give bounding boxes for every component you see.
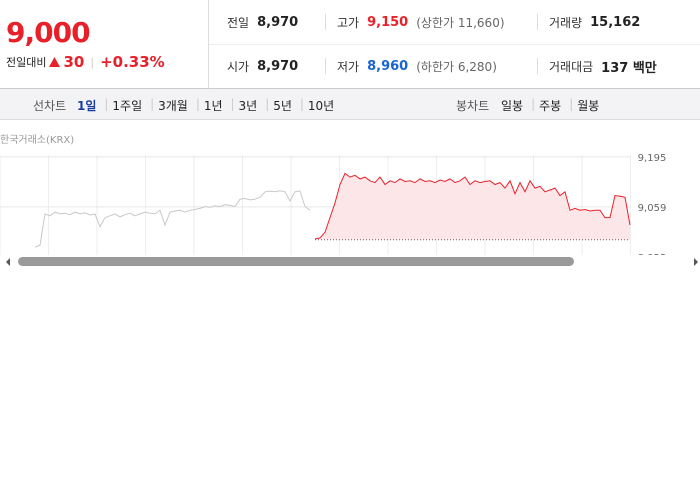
tab-label: 봉차트 [456, 99, 490, 113]
change: 전일대비 30 | +0.33% [6, 53, 165, 71]
stat-label: 전일 [227, 15, 250, 30]
change-label: 전일대비 [6, 56, 47, 69]
tab[interactable]: 1년 [203, 99, 223, 113]
quote-panel: 9,000 전일대비 30 | +0.33% [0, 0, 209, 89]
stat-value: 15,162 [590, 14, 641, 30]
tab[interactable]: 3개월 [158, 99, 188, 113]
stat-label: 고가 [337, 15, 360, 30]
stat: 전일 8,970 [227, 14, 298, 31]
stat-label: 시가 [227, 59, 250, 74]
separator: | [230, 97, 235, 111]
source: 한국거래소(KRX) [0, 135, 75, 146]
tab[interactable]: 1일 [77, 99, 97, 113]
stat: 거래대금 137 백만 [549, 57, 657, 76]
stat-note: (상한가 11,660) [416, 15, 505, 30]
separator: | [265, 97, 270, 111]
separator: | [299, 97, 304, 111]
y-tick-label: 9,195 [638, 153, 667, 164]
separator: | [569, 97, 574, 111]
stat-value: 8,970 [257, 58, 299, 74]
tab[interactable]: 5년 [273, 99, 292, 113]
tab[interactable]: 일봉 [501, 99, 524, 113]
y-tick-label: 9,059 [638, 203, 667, 214]
separator: | [195, 97, 200, 111]
change-rate: +0.33% [100, 53, 165, 71]
tab[interactable]: 10년 [307, 99, 335, 113]
price: 9,000 [6, 16, 91, 49]
stat-note: (하한가 6,280) [416, 59, 497, 74]
line [34, 190, 311, 248]
divider [537, 58, 538, 74]
divider [325, 58, 326, 74]
stats-row: 전일 8,970 고가 9,150 (상한가 11,660) 거래량 15,162 [209, 0, 700, 45]
divider [537, 14, 538, 30]
separator: | [150, 97, 155, 111]
stat: 거래량 15,162 [549, 14, 640, 31]
stat-label: 저가 [337, 59, 360, 74]
scroll-thumb[interactable] [18, 257, 574, 266]
change-value: 30 [63, 53, 85, 71]
stat-value: 8,970 [257, 14, 299, 30]
tab[interactable]: 3년 [238, 99, 258, 113]
stat: 저가 8,960 (하한가 6,280) [337, 58, 497, 75]
tab-label: 선차트 [33, 99, 67, 113]
up-icon [49, 57, 61, 67]
tab[interactable]: 1주일 [112, 99, 143, 113]
stat: 시가 8,970 [227, 58, 298, 75]
stat-value: 8,960 [367, 58, 409, 74]
scroll-right[interactable] [694, 258, 698, 266]
divider [325, 14, 326, 30]
tab[interactable]: 주봉 [539, 99, 562, 113]
stat-label: 거래대금 [549, 59, 594, 74]
stat-label: 거래량 [549, 15, 583, 30]
stat-value: 137 백만 [601, 60, 657, 76]
scroll-left[interactable] [6, 258, 10, 266]
separator: | [531, 97, 536, 111]
stat-value: 9,150 [367, 14, 409, 30]
stats-row: 시가 8,970 저가 8,960 (하한가 6,280) 거래대금 137 백만 [209, 44, 700, 88]
stat: 고가 9,150 (상한가 11,660) [337, 14, 505, 31]
separator: | [104, 97, 109, 111]
tab[interactable]: 월봉 [577, 99, 600, 113]
stats: 전일 8,970 고가 9,150 (상한가 11,660) 거래량 15,162 시가 8,9… [209, 0, 700, 89]
tab-bar: 선차트 1일 | 1주일 | 3개월 | 1년 | 3년 | 5년 | 10년 봉차트 일봉 | 주봉 | 월봉 [0, 89, 700, 120]
line [314, 172, 631, 240]
